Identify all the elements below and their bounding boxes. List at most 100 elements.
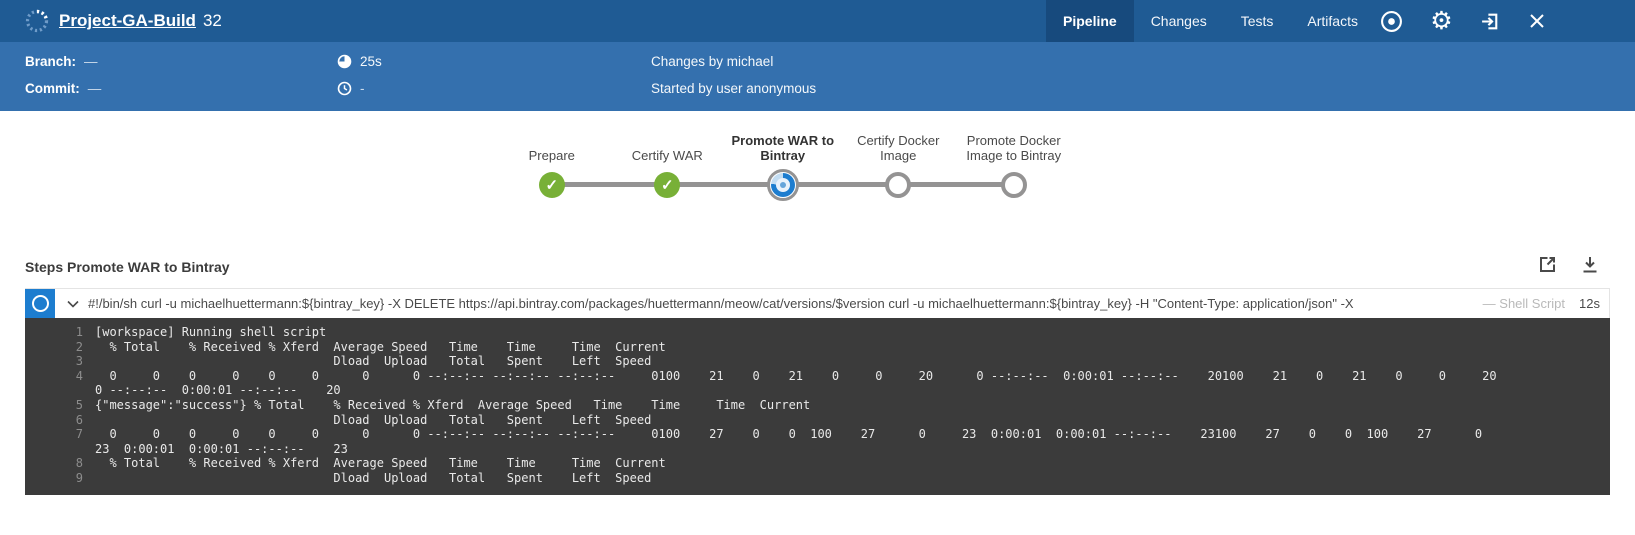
chevron-down-icon[interactable] [67,300,79,308]
stage-status-icon[interactable] [654,172,681,198]
duration-row: 25s [336,53,382,69]
stage-prepare[interactable]: Prepare [494,117,610,204]
console-line-number[interactable]: 4 [75,368,83,383]
stage-status-icon[interactable] [885,172,912,198]
step-label: #!/bin/sh curl -u michaelhuettermann:${b… [88,296,1354,311]
stage-label: Certify WAR [631,148,703,163]
stage-label: Certify Docker Image [857,133,940,163]
console-line-number[interactable]: 1 [75,325,83,339]
commit-value: — [87,80,102,96]
top-bar: Project-GA-Build 32 Pipeline Changes Tes… [0,0,1635,42]
console-line-number[interactable]: 8 [75,456,83,471]
console-line-text: 0 --:--:-- 0:00:01 --:--:-- 20 [95,383,341,398]
stage-node-wrap [654,166,681,204]
tab-changes[interactable]: Changes [1134,0,1224,42]
tab-label: Artifacts [1307,13,1358,29]
branch-label: Branch: [25,53,77,69]
tab-tests[interactable]: Tests [1224,0,1291,42]
console-line-text: 23 0:00:01 0:00:01 --:--:-- 23 [95,441,348,456]
pipeline-graph: Prepare Certify WAR Promote WAR to Bintr… [494,117,1072,204]
page-title: Project-GA-Build 32 [59,11,222,31]
steps-section-title: Steps Promote WAR to Bintray [25,259,230,275]
console-line: 6 Dload Upload Total Spent Left Speed [25,413,1610,428]
stage-label: Promote WAR to Bintray [731,133,835,163]
stage-node-wrap [538,166,565,204]
console-line-number[interactable]: 3 [75,354,83,369]
console-line-number[interactable]: 2 [75,339,83,354]
header-tabs: Pipeline Changes Tests Artifacts [1046,0,1375,42]
console-line: 5 {"message":"success"} % Total % Receive… [25,398,1610,413]
tab-label: Changes [1150,13,1207,29]
commit-row: Commit: — [25,80,101,96]
started-by-text: Started by user anonymous [651,80,817,96]
exit-icon[interactable] [1480,11,1501,32]
step-running-status-icon [25,288,55,319]
changes-text: Changes by michael [651,53,774,69]
project-link[interactable]: Project-GA-Build [59,11,196,30]
console-line-text: 0 0 0 0 0 0 0 0 --:--:-- --:--:-- --:--:… [95,427,1483,442]
close-icon[interactable] [1528,12,1546,30]
console-line-text: % Total % Received % Xferd Average Speed… [95,339,666,354]
end-time-value: - [360,80,365,96]
console-line-text: Dload Upload Total Spent Left Speed [95,412,652,427]
console-line-text: {"message":"success"} % Total % Received… [95,397,811,412]
duration-value: 25s [360,53,382,69]
tab-label: Pipeline [1063,13,1117,29]
stage-promote-docker-image-to-bintray[interactable]: Promote Docker Image to Bintray [956,117,1072,204]
running-dot-icon [779,182,786,188]
console-line: 7 0 0 0 0 0 0 0 0 --:--:-- --:--:-- --:-… [25,427,1610,442]
header-actions: ⚙ [1380,0,1546,42]
console-line-text: % Total % Received % Xferd Average Speed… [95,456,666,471]
stage-node-wrap [885,166,912,204]
console-line: 4 0 0 0 0 0 0 0 0 --:--:-- --:--:-- --:-… [25,369,1610,384]
duration-icon [336,54,352,69]
stop-icon[interactable] [1380,10,1403,33]
console-line: 23 0:00:01 0:00:01 --:--:-- 23 [25,442,1610,457]
console-line: 0 --:--:-- 0:00:01 --:--:-- 20 [25,383,1610,398]
stage-certify-docker-image[interactable]: Certify Docker Image [841,117,957,204]
console-line: 1 [workspace] Running shell script [25,325,1610,340]
console-line: 3 Dload Upload Total Spent Left Speed [25,354,1610,369]
download-icon[interactable] [1581,255,1599,274]
console-line-text: 0 0 0 0 0 0 0 0 --:--:-- --:--:-- --:--:… [95,368,1497,383]
pipeline-graph-stages: Prepare Certify WAR Promote WAR to Bintr… [494,117,1072,204]
tab-artifacts[interactable]: Artifacts [1290,0,1375,42]
console-line-number[interactable]: 6 [75,412,83,427]
stage-label: Prepare [528,148,575,163]
commit-label: Commit: [25,80,80,96]
stage-node-wrap [1000,166,1027,204]
tab-pipeline[interactable]: Pipeline [1046,0,1134,42]
console-line-text: Dload Upload Total Spent Left Speed [95,354,652,369]
console-line-number[interactable]: 7 [75,427,83,442]
step-row-shell-script[interactable]: #!/bin/sh curl -u michaelhuettermann:${b… [25,288,1610,319]
console-line-number[interactable]: 9 [75,470,83,485]
console-line-text: Dload Upload Total Spent Left Speed [95,470,652,485]
step-duration: 12s [1579,296,1600,311]
console-line: 8 % Total % Received % Xferd Average Spe… [25,456,1610,471]
branch-value: — [84,53,98,69]
step-kind: — Shell Script [1482,296,1566,311]
console-line: 9 Dload Upload Total Spent Left Speed [25,471,1610,486]
stage-status-icon[interactable] [538,172,565,198]
steps-actions [1538,255,1599,274]
stage-label: Promote Docker Image to Bintray [966,133,1062,163]
stage-status-icon[interactable] [766,169,799,201]
stage-certify-war[interactable]: Certify WAR [610,117,726,204]
started-by-row: Started by user anonymous [651,80,816,96]
open-in-new-icon[interactable] [1538,255,1557,274]
console-log: 1 [workspace] Running shell script 2 % To… [25,318,1610,495]
changes-row: Changes by michael [651,53,773,69]
end-time-row: - [336,80,365,96]
console-line-number[interactable]: 5 [75,397,83,412]
console-line: 2 % Total % Received % Xferd Average Spe… [25,340,1610,355]
stage-promote-war-to-bintray[interactable]: Promote WAR to Bintray [725,117,841,204]
run-number: 32 [202,11,222,30]
gear-icon[interactable]: ⚙ [1430,6,1453,35]
branch-row: Branch: — [25,53,98,69]
tab-label: Tests [1240,13,1274,29]
stage-status-icon[interactable] [1000,172,1027,198]
step-running-ring-icon [31,295,49,312]
stage-node-wrap [766,166,799,204]
run-details-bar: Branch: — Commit: — 25s - Changes by mic… [0,42,1635,111]
console-line-text: [workspace] Running shell script [95,325,327,339]
